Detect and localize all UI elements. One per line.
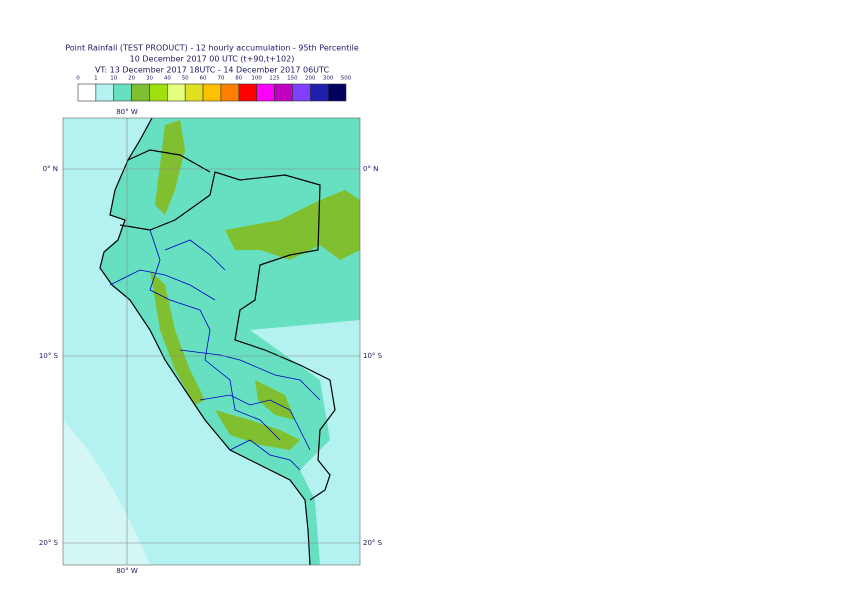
legend-swatch <box>292 83 311 102</box>
lat-label: 0° N <box>43 165 58 173</box>
legend-swatch <box>238 83 257 102</box>
legend-label: 1 <box>94 76 98 82</box>
legend-swatch <box>113 83 132 102</box>
title-line: VT: 13 December 2017 18UTC - 14 December… <box>95 66 329 75</box>
lon-label: 80° W <box>116 108 138 116</box>
legend-label: 30 <box>146 76 153 82</box>
legend-swatch <box>167 83 186 102</box>
moderate-rain <box>215 410 300 450</box>
lat-label: 20° S <box>363 539 383 547</box>
legend-label: 10 <box>110 76 117 82</box>
coastline <box>99 118 336 565</box>
legend-swatch <box>327 83 347 102</box>
axis-labels: 80° W 80° W 0° N 0° N 10° S 10° S 20° S … <box>39 108 383 575</box>
region-borders <box>109 229 321 471</box>
legend-swatch <box>184 83 204 102</box>
lat-label: 20° S <box>39 539 59 547</box>
legend-label: 500 <box>341 76 352 82</box>
legend-label: 20 <box>128 76 135 82</box>
legend-label: 50 <box>182 76 189 82</box>
legend-label: 125 <box>269 76 280 82</box>
moderate-rain <box>225 190 360 260</box>
lat-label: 10° S <box>39 352 59 360</box>
lat-label: 10° S <box>363 352 383 360</box>
legend-swatch <box>149 83 168 102</box>
lon-label: 80° W <box>116 567 138 575</box>
legend-swatch <box>309 83 329 102</box>
moderate-rain <box>150 270 205 405</box>
legend-label: 0 <box>76 76 80 82</box>
moderate-rain <box>255 380 295 420</box>
light-rain <box>250 320 360 565</box>
title-block: Point Rainfall (TEST PRODUCT) - 12 hourl… <box>65 44 359 75</box>
moderate-rain <box>155 120 185 215</box>
map-frame <box>62 117 361 566</box>
legend-label: 40 <box>164 76 171 82</box>
legend-swatch <box>220 83 240 102</box>
map-area <box>63 118 360 565</box>
title-line: 10 December 2017 00 UTC (t+90,t+102) <box>130 55 295 64</box>
legend-label: 100 <box>251 76 262 82</box>
legend-swatch <box>274 83 293 102</box>
title-line: Point Rainfall (TEST PRODUCT) - 12 hourl… <box>65 44 359 53</box>
legend-swatch <box>256 83 275 102</box>
graticule <box>63 118 360 565</box>
legend-swatch <box>77 83 97 102</box>
legend-label: 60 <box>200 76 207 82</box>
legend-swatch <box>131 83 150 102</box>
lat-label: 0° N <box>363 165 378 173</box>
legend-label: 80 <box>235 76 242 82</box>
legend-swatch <box>202 83 222 102</box>
legend-label: 70 <box>217 76 224 82</box>
legend-label: 150 <box>287 76 298 82</box>
legend-swatch <box>95 83 115 102</box>
legend-label: 200 <box>305 76 316 82</box>
legend-label: 300 <box>323 76 334 82</box>
dry-area <box>63 420 150 565</box>
legend: 0 1 10 20 30 40 50 60 70 80 100 125 150 200 300 500 <box>76 76 352 102</box>
